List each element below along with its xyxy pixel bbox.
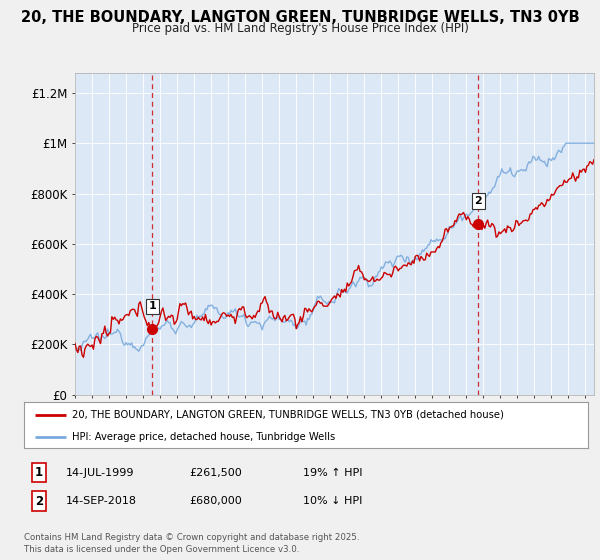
Text: 10% ↓ HPI: 10% ↓ HPI [303, 496, 362, 506]
Text: 20, THE BOUNDARY, LANGTON GREEN, TUNBRIDGE WELLS, TN3 0YB (detached house): 20, THE BOUNDARY, LANGTON GREEN, TUNBRID… [72, 410, 504, 420]
Text: 2: 2 [35, 494, 43, 508]
Text: Contains HM Land Registry data © Crown copyright and database right 2025.
This d: Contains HM Land Registry data © Crown c… [24, 533, 359, 554]
Text: 20, THE BOUNDARY, LANGTON GREEN, TUNBRIDGE WELLS, TN3 0YB: 20, THE BOUNDARY, LANGTON GREEN, TUNBRID… [20, 10, 580, 25]
Text: Price paid vs. HM Land Registry's House Price Index (HPI): Price paid vs. HM Land Registry's House … [131, 22, 469, 35]
Text: 14-JUL-1999: 14-JUL-1999 [66, 468, 134, 478]
Text: £261,500: £261,500 [189, 468, 242, 478]
Text: £680,000: £680,000 [189, 496, 242, 506]
Text: 2: 2 [475, 196, 482, 206]
Text: 1: 1 [148, 301, 156, 311]
Text: 14-SEP-2018: 14-SEP-2018 [66, 496, 137, 506]
Text: 19% ↑ HPI: 19% ↑ HPI [303, 468, 362, 478]
Text: HPI: Average price, detached house, Tunbridge Wells: HPI: Average price, detached house, Tunb… [72, 432, 335, 441]
Text: 1: 1 [35, 466, 43, 479]
